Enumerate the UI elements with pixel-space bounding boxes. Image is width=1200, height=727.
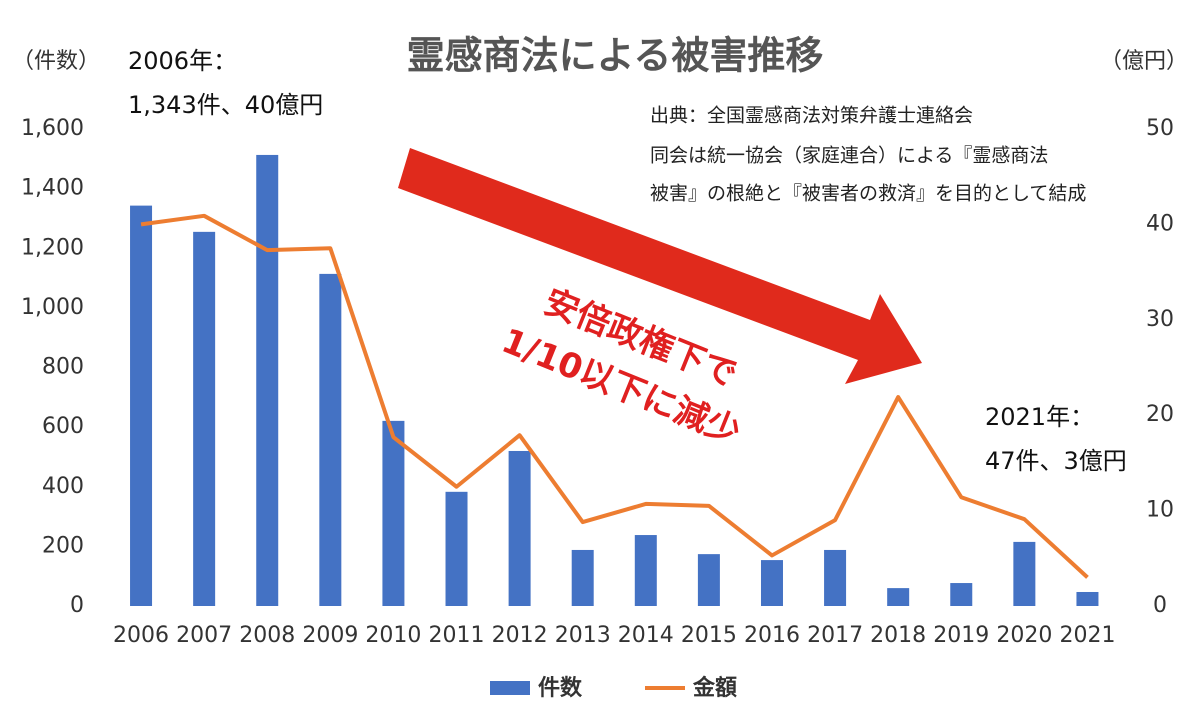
- x-tick-label: 2009: [302, 623, 358, 648]
- bar: [760, 560, 783, 606]
- x-tick-label: 2011: [429, 623, 485, 648]
- bar: [950, 583, 973, 606]
- y2-axis-label: （億円）: [1100, 49, 1188, 74]
- legend-label: 件数: [538, 675, 583, 701]
- legend-label: 金額: [692, 675, 737, 701]
- x-tick-label: 2012: [492, 623, 548, 648]
- bar: [130, 205, 153, 607]
- line: [140, 213, 1089, 579]
- y-tick-label: 200: [42, 533, 84, 558]
- annotation: 2021年：: [985, 403, 1094, 431]
- y-tick-label: 0: [70, 593, 84, 618]
- y2-tick-label: 10: [1146, 498, 1174, 523]
- bar: [571, 549, 594, 606]
- bar: [256, 154, 279, 606]
- bar: [382, 420, 405, 606]
- y-tick-label: 600: [42, 414, 84, 439]
- bar: [887, 588, 910, 606]
- x-tick-label: 2016: [744, 623, 800, 648]
- source-note: 同会は統一協会（家庭連合）による『霊感商法: [650, 145, 1048, 167]
- x-tick-label: 2006: [113, 623, 169, 648]
- source-note: 被害』の根絶と『被害者の救済』を目的として結成: [650, 183, 1086, 205]
- x-tick-label: 2010: [365, 623, 421, 648]
- x-tick-label: 2019: [933, 623, 989, 648]
- y-axis-label: （件数）: [12, 49, 100, 74]
- x-tick-label: 2013: [555, 623, 611, 648]
- bar: [697, 554, 720, 606]
- y2-tick-label: 40: [1146, 211, 1174, 236]
- y2-tick-label: 30: [1146, 307, 1174, 332]
- bar: [508, 450, 531, 606]
- y-tick-label: 1,200: [21, 235, 84, 260]
- x-tick-label: 2007: [176, 623, 232, 648]
- trend-arrow: [398, 148, 922, 384]
- y-tick-label: 800: [42, 355, 84, 380]
- bar: [1013, 541, 1036, 606]
- bar: [1076, 591, 1099, 606]
- chart-title: 霊感商法による被害推移: [407, 34, 824, 78]
- bar: [193, 231, 216, 606]
- y2-tick-label: 20: [1146, 402, 1174, 427]
- x-tick-label: 2015: [681, 623, 737, 648]
- x-tick-label: 2020: [996, 623, 1052, 648]
- y2-tick-label: 50: [1146, 116, 1174, 141]
- annotation: 47件、3億円: [985, 447, 1127, 475]
- bar: [445, 491, 468, 606]
- annotation: 1,343件、40億円: [128, 91, 323, 119]
- source-note: 出典：全国霊感商法対策弁護士連絡会: [650, 105, 973, 127]
- x-tick-label: 2017: [807, 623, 863, 648]
- bar: [824, 549, 847, 606]
- bar: [319, 273, 342, 606]
- y-tick-label: 1,600: [21, 116, 84, 141]
- x-tick-label: 2018: [870, 623, 926, 648]
- bar: [634, 535, 657, 606]
- y-tick-label: 1,400: [21, 176, 84, 201]
- annotation: 2006年：: [128, 47, 237, 75]
- x-tick-label: 2008: [239, 623, 295, 648]
- x-tick-label: 2014: [618, 623, 674, 648]
- y2-tick-label: 0: [1153, 593, 1167, 618]
- y-tick-label: 400: [42, 474, 84, 499]
- x-tick-label: 2021: [1059, 623, 1115, 648]
- y-tick-label: 1,000: [21, 295, 84, 320]
- legend-swatch: [490, 681, 530, 695]
